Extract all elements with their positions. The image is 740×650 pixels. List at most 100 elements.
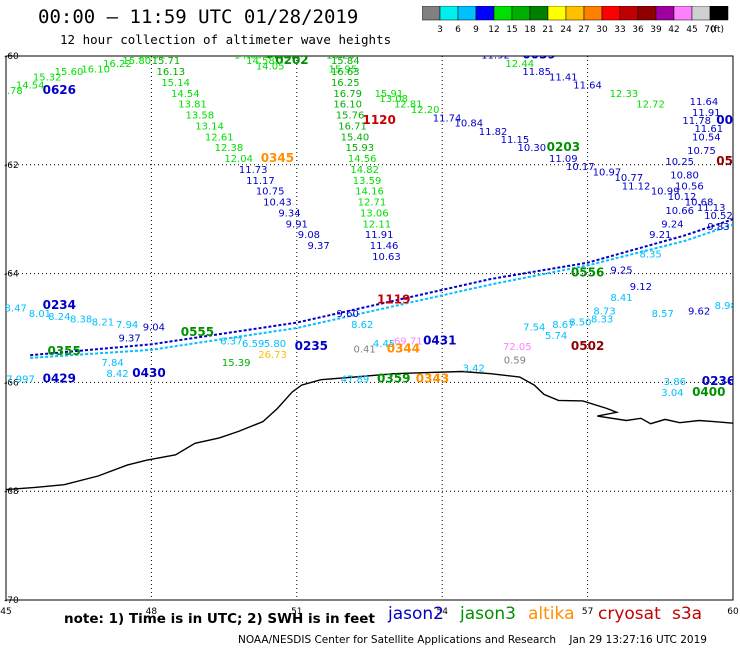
lat-tick-label: -68 — [4, 487, 19, 497]
wave-height-label: 9.08 — [298, 230, 320, 241]
color-legend-label: 39 — [650, 25, 662, 35]
wave-height-label: 10.17 — [566, 162, 595, 173]
wave-height-label: 8.67 — [552, 320, 574, 331]
wave-height-label: 13.59 — [353, 176, 382, 187]
wave-height-label: 12.72 — [636, 100, 665, 111]
wave-height-label: 15.84 — [331, 56, 360, 67]
pass-time-label: 0429 — [43, 371, 76, 385]
pass-time-label: 0345 — [261, 151, 294, 165]
color-legend-label: 45 — [686, 25, 697, 35]
color-legend-bar: 3 6 9 12 15 18 21 24 27 30 33 36 39 42 45 70(ft) — [422, 6, 729, 35]
wave-height-label: 10.12 — [668, 192, 697, 203]
wave-height-label: 10.80 — [670, 170, 699, 181]
pass-time-label: 0343 — [416, 371, 449, 385]
wave-height-label: 10.25 — [665, 157, 694, 168]
color-legend-label: 36 — [632, 25, 644, 35]
wave-height-label: 3.04 — [661, 388, 683, 399]
pass-time-label: 0502 — [571, 339, 604, 353]
wave-height-label: 11.91 — [692, 108, 721, 119]
wave-height-label: 16.10 — [333, 100, 362, 111]
wave-height-label: 9.60 — [337, 309, 359, 320]
wave-height-label: 12.33 — [610, 89, 639, 100]
legend-cryosat: cryosat — [598, 604, 661, 624]
color-legend-label: 15 — [506, 25, 517, 35]
wave-height-label: 11.15 — [501, 135, 530, 146]
wave-height-label: 12.11 — [362, 219, 391, 230]
wave-height-label: 11.64 — [573, 81, 602, 92]
wave-height-label: 26.73 — [258, 350, 287, 361]
color-legend-label: 42 — [668, 25, 679, 35]
wave-height-label: 13.14 — [195, 121, 224, 132]
wave-height-label: 11.61 — [694, 124, 723, 135]
wave-height-label: 5.80 — [264, 339, 286, 350]
wave-height-label: 12.44 — [505, 59, 534, 70]
wave-height-label: 9.24 — [661, 219, 683, 230]
wave-height-label: 15.14 — [161, 78, 190, 89]
wave-height-label: 10.47 — [733, 296, 740, 307]
footer-note: note: 1) Time is in UTC; 2) SWH is in fe… — [64, 611, 375, 627]
wave-height-label: 11.12 — [622, 181, 651, 192]
wave-height-label: 8.41 — [610, 293, 632, 304]
wave-height-label: 8.57 — [652, 309, 674, 320]
wave-height-label: 14.05 — [256, 62, 285, 73]
wave-height-label: 11.09 — [549, 154, 578, 165]
wave-height-label: 9.83 — [707, 222, 729, 233]
wave-height-label: 7.54 — [523, 323, 545, 334]
wave-height-label: 16.25 — [331, 78, 360, 89]
legend-jason3: jason3 — [460, 604, 516, 624]
pass-time-label: 0344 — [387, 341, 420, 355]
wave-height-label: 16.31 — [137, 51, 166, 62]
pass-time-label: 0236 — [702, 374, 735, 388]
wave-height-label: 14.54 — [16, 81, 45, 92]
wave-height-label: 13.08 — [379, 94, 408, 105]
color-legend-label: 9 — [473, 25, 479, 35]
wave-height-label: 11.41 — [549, 72, 578, 83]
pass-time-label: 0202 — [275, 53, 308, 67]
wave-height-label: 14.54 — [171, 89, 200, 100]
wave-height-label: 8.21 — [92, 317, 114, 328]
wave-height-label: 69.71 — [394, 336, 423, 347]
lon-tick-label: 48 — [146, 607, 158, 617]
wave-height-label: 8.35 — [639, 249, 661, 260]
wave-height-label: 14.82 — [350, 165, 379, 176]
wave-height-label: 10.99 — [651, 187, 680, 198]
footer-credit: NOAA/NESDIS Center for Satellite Applica… — [238, 634, 707, 646]
wave-height-label: 8.42 — [106, 369, 128, 380]
wave-height-label: 9.37 — [118, 334, 140, 345]
wave-height-label: 16.23 — [326, 51, 355, 62]
wave-height-label: 10.54 — [692, 132, 721, 143]
wave-height-label: 8.47 — [5, 304, 27, 315]
pass-time-label: 0039 — [522, 48, 555, 62]
wave-height-label: 72.05 — [503, 342, 532, 353]
wave-height-label: 10.75 — [687, 146, 716, 157]
color-legend-label: 6 — [455, 25, 461, 35]
pass-time-label: 0626 — [43, 83, 76, 97]
wave-height-label: 15.91 — [375, 89, 404, 100]
wave-height-label: 8.33 — [591, 315, 613, 326]
pass-time-label: 0234 — [43, 298, 76, 312]
wave-height-label: 12.71 — [358, 198, 387, 209]
wave-height-label: 13.78 — [0, 86, 23, 97]
wave-height-label: 15.80 — [123, 56, 152, 67]
map-subtitle: 12 hour collection of altimeter wave hei… — [60, 32, 392, 47]
wave-height-label: 9.49 — [732, 214, 740, 225]
wave-height-label: 47.89 — [341, 374, 370, 385]
pass-time-label: 0235 — [295, 339, 328, 353]
wave-height-label: 11.74 — [433, 113, 462, 124]
wave-height-label: 11.91 — [365, 230, 394, 241]
wave-height-label: 9.91 — [286, 219, 308, 230]
wave-height-label: 11.92 — [481, 51, 510, 62]
pass-time-label: 0201 — [266, 48, 299, 62]
wave-height-label: 9.25 — [610, 266, 632, 277]
altimeter-track — [30, 223, 733, 359]
wave-height-label: 9.37 — [307, 241, 329, 252]
lat-tick-label: -70 — [4, 596, 19, 606]
altimeter-track — [30, 218, 733, 357]
wave-height-label: 15.60 — [55, 67, 84, 78]
pass-time-label: 0556 — [571, 265, 604, 279]
wave-height-label: 12.04 — [224, 154, 253, 165]
wave-height-label: 12.81 — [394, 100, 423, 111]
pass-time-label: 0355 — [47, 344, 80, 358]
wave-height-label: 6.59 — [242, 339, 264, 350]
